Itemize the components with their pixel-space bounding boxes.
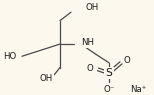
Text: HO: HO <box>3 52 17 61</box>
Text: S: S <box>105 68 112 78</box>
Text: OH: OH <box>86 3 99 12</box>
Text: NH: NH <box>81 38 94 47</box>
Text: O: O <box>86 64 93 73</box>
Text: O⁻: O⁻ <box>103 85 115 94</box>
Text: Na⁺: Na⁺ <box>130 85 146 94</box>
Text: OH: OH <box>40 74 53 83</box>
Text: O: O <box>124 56 131 65</box>
